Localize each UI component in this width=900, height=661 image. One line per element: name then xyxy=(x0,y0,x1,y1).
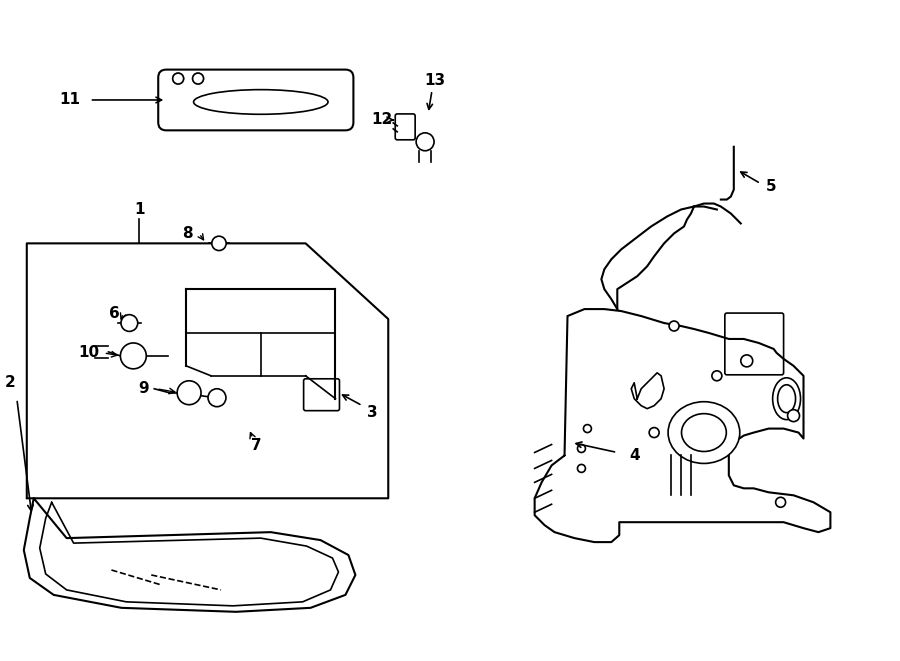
Text: 10: 10 xyxy=(78,346,100,360)
Circle shape xyxy=(193,73,203,84)
Text: 4: 4 xyxy=(629,448,640,463)
Circle shape xyxy=(173,73,184,84)
FancyBboxPatch shape xyxy=(395,114,415,140)
Circle shape xyxy=(712,371,722,381)
Ellipse shape xyxy=(778,385,796,412)
Circle shape xyxy=(578,465,585,473)
Text: 13: 13 xyxy=(425,73,446,87)
Text: 8: 8 xyxy=(183,226,194,241)
Ellipse shape xyxy=(668,402,740,463)
Text: 1: 1 xyxy=(134,202,145,217)
Circle shape xyxy=(669,321,679,331)
Circle shape xyxy=(788,410,799,422)
Circle shape xyxy=(208,389,226,407)
Circle shape xyxy=(212,236,226,251)
Text: 12: 12 xyxy=(372,112,393,128)
FancyBboxPatch shape xyxy=(303,379,339,410)
Text: 9: 9 xyxy=(139,381,149,396)
Text: 3: 3 xyxy=(367,405,378,420)
Circle shape xyxy=(121,343,147,369)
FancyBboxPatch shape xyxy=(158,69,354,130)
Circle shape xyxy=(649,428,659,438)
Text: 5: 5 xyxy=(765,179,776,194)
Text: 6: 6 xyxy=(109,305,120,321)
FancyBboxPatch shape xyxy=(724,313,784,375)
Circle shape xyxy=(776,497,786,507)
Circle shape xyxy=(121,315,138,331)
Text: 11: 11 xyxy=(59,93,80,108)
Ellipse shape xyxy=(681,414,726,451)
Text: 7: 7 xyxy=(250,438,261,453)
Circle shape xyxy=(578,444,585,453)
Ellipse shape xyxy=(772,378,800,420)
Circle shape xyxy=(416,133,434,151)
Circle shape xyxy=(177,381,201,405)
Ellipse shape xyxy=(194,90,328,114)
Circle shape xyxy=(193,73,203,84)
Circle shape xyxy=(583,424,591,432)
Text: 2: 2 xyxy=(4,375,15,390)
Circle shape xyxy=(173,73,184,84)
Circle shape xyxy=(741,355,752,367)
